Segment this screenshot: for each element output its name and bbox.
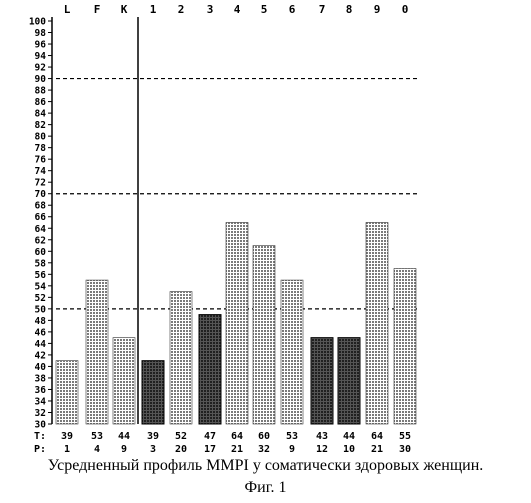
y-tick-label: 78: [35, 143, 47, 154]
category-label-9: 9: [374, 3, 381, 16]
category-label-2: 2: [178, 3, 185, 16]
bar-1: [142, 361, 164, 424]
bottom-value-5: 32: [258, 444, 270, 455]
category-label-L: L: [64, 3, 71, 16]
y-tick-label: 88: [35, 86, 47, 97]
y-tick-label: 36: [35, 385, 47, 396]
bars: [56, 223, 416, 425]
bar-F: [86, 280, 108, 424]
y-tick-label: 56: [35, 270, 47, 281]
y-axis-ticks: 3032343638404244464850525456586062646668…: [29, 17, 52, 431]
y-tick-label: 74: [35, 166, 47, 177]
y-tick-label: 32: [35, 408, 46, 419]
y-tick-label: 46: [35, 327, 47, 338]
y-tick-label: 72: [35, 178, 46, 189]
y-tick-label: 80: [35, 132, 47, 143]
y-tick-label: 76: [35, 155, 47, 166]
y-tick-label: 54: [35, 281, 47, 292]
mmpi-profile-chart: 3032343638404244464850525456586062646668…: [0, 0, 531, 455]
bottom-value-1: 3: [150, 444, 156, 455]
bar-8: [338, 338, 360, 424]
category-label-3: 3: [207, 3, 214, 16]
bar-5: [253, 246, 275, 424]
caption-line-2: Фиг. 1: [0, 479, 531, 497]
t-value-7: 43: [316, 431, 328, 442]
t-value-K: 44: [118, 431, 130, 442]
y-tick-label: 86: [35, 97, 47, 108]
bar-4: [226, 223, 248, 425]
bottom-value-0: 30: [399, 444, 411, 455]
y-tick-label: 70: [35, 189, 47, 200]
y-tick-label: 98: [35, 28, 47, 39]
t-value-2: 52: [175, 431, 187, 442]
bottom-value-6: 9: [289, 444, 295, 455]
category-labels: L F K 1 2 3 4 5 6 7 8 9 0: [64, 3, 409, 16]
category-label-5: 5: [261, 3, 268, 16]
y-tick-label: 42: [35, 350, 46, 361]
y-tick-label: 62: [35, 235, 46, 246]
caption-line-1: Усредненный профиль MMPI у соматически з…: [0, 457, 531, 475]
y-tick-label: 64: [35, 224, 47, 235]
y-tick-label: 82: [35, 120, 46, 131]
t-value-9: 64: [371, 431, 383, 442]
y-tick-label: 50: [35, 304, 47, 315]
y-tick-label: 94: [35, 51, 47, 62]
y-tick-label: 84: [35, 109, 47, 120]
bar-K: [113, 338, 135, 424]
y-tick-label: 38: [35, 373, 47, 384]
bottom-value-4: 21: [231, 444, 243, 455]
y-tick-label: 60: [35, 247, 47, 258]
bottom-value-3: 17: [204, 444, 216, 455]
bar-9: [366, 223, 388, 425]
category-label-0: 0: [402, 3, 409, 16]
bottom-value-8: 10: [343, 444, 355, 455]
y-tick-label: 40: [35, 362, 47, 373]
y-tick-label: 44: [35, 339, 47, 350]
bar-6: [281, 280, 303, 424]
t-value-4: 64: [231, 431, 243, 442]
y-tick-label: 68: [35, 201, 47, 212]
y-tick-label: 100: [29, 17, 46, 28]
bottom-row-label: P:: [34, 444, 46, 455]
y-tick-label: 52: [35, 293, 46, 304]
t-value-1: 39: [147, 431, 159, 442]
category-label-8: 8: [346, 3, 353, 16]
t-value-row: T: 39 53 44 39 52 47 64 60 53 43 44 64 55: [34, 431, 411, 442]
category-label-6: 6: [289, 3, 296, 16]
y-tick-label: 48: [35, 316, 47, 327]
t-value-0: 55: [399, 431, 411, 442]
t-value-L: 39: [61, 431, 73, 442]
category-label-K: K: [121, 3, 128, 16]
t-value-F: 53: [91, 431, 103, 442]
bar-7: [311, 338, 333, 424]
y-tick-label: 96: [35, 40, 47, 51]
bottom-value-K: 9: [121, 444, 127, 455]
category-label-7: 7: [319, 3, 326, 16]
bottom-value-9: 21: [371, 444, 383, 455]
bar-3: [199, 315, 221, 424]
t-value-3: 47: [204, 431, 216, 442]
category-label-4: 4: [234, 3, 241, 16]
t-value-6: 53: [286, 431, 298, 442]
bottom-value-7: 12: [316, 444, 328, 455]
category-label-1: 1: [150, 3, 157, 16]
t-value-8: 44: [343, 431, 355, 442]
y-tick-label: 92: [35, 63, 46, 74]
y-tick-label: 90: [35, 74, 47, 85]
category-label-F: F: [94, 3, 101, 16]
bar-2: [170, 292, 192, 424]
t-value-5: 60: [258, 431, 270, 442]
y-tick-label: 30: [35, 420, 47, 431]
bar-L: [56, 361, 78, 424]
t-row-label: T:: [34, 431, 46, 442]
bottom-value-row: P: 1 4 9 3 20 17 21 32 9 12 10 21 30: [34, 444, 411, 455]
y-tick-label: 34: [35, 396, 47, 407]
y-tick-label: 58: [35, 258, 47, 269]
bottom-value-F: 4: [94, 444, 100, 455]
bar-0: [394, 269, 416, 424]
bottom-value-2: 20: [175, 444, 187, 455]
bottom-value-L: 1: [64, 444, 70, 455]
y-tick-label: 66: [35, 212, 47, 223]
